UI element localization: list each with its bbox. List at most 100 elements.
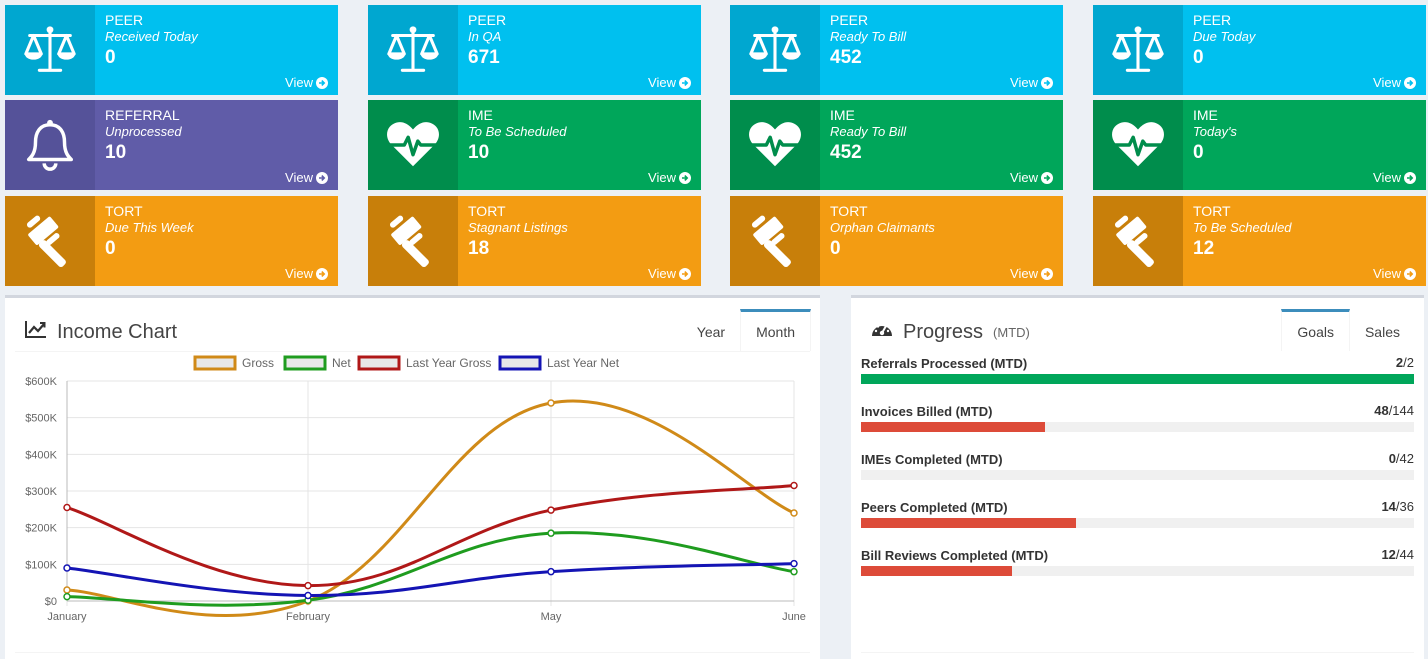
progress-total: /36 <box>1395 499 1414 514</box>
progress-count: 48/144 <box>1374 403 1414 418</box>
view-link-label: View <box>1010 75 1038 90</box>
progress-item: Invoices Billed (MTD) 48/144 <box>861 403 1414 443</box>
view-link-label: View <box>648 266 676 281</box>
data-point <box>790 567 798 576</box>
progress-bar <box>861 374 1414 384</box>
info-box-ime-ready-to-bill: IME Ready To Bill 452 View <box>730 100 1063 190</box>
dashboard-icon <box>871 320 893 344</box>
view-link[interactable]: View <box>1373 170 1416 185</box>
info-box-category: TORT <box>1193 203 1231 219</box>
info-box-subtitle: Due Today <box>1193 29 1256 44</box>
tab-sales[interactable]: Sales <box>1364 324 1400 340</box>
income-chart-title: Income Chart <box>25 320 177 344</box>
info-box-count: 12 <box>1193 238 1215 259</box>
progress-label: Referrals Processed (MTD) <box>861 356 1028 371</box>
view-link[interactable]: View <box>1010 75 1053 90</box>
series-line-net <box>66 531 795 607</box>
view-link-label: View <box>1373 266 1401 281</box>
info-box-referral-unprocessed: REFERRAL Unprocessed 10 View <box>5 100 338 190</box>
info-box-count: 0 <box>1193 47 1204 68</box>
progress-done: 14 <box>1381 499 1396 514</box>
progress-item: IMEs Completed (MTD) 0/42 <box>861 451 1414 491</box>
progress-label: Invoices Billed (MTD) <box>861 404 993 419</box>
tab-goals[interactable]: Goals <box>1281 309 1350 351</box>
progress-done: 0 <box>1388 451 1396 466</box>
progress-count: 0/42 <box>1389 451 1414 466</box>
progress-title: Progress (MTD) <box>871 320 1030 344</box>
info-box-peer-in-qa: PEER In QA 671 View <box>368 5 701 95</box>
income-chart-panel: Income Chart Year Month $0 $100K $200K $300… <box>5 295 820 659</box>
y-tick-label: $400K <box>25 449 57 461</box>
view-link[interactable]: View <box>648 75 691 90</box>
info-box-peer-ready-to-bill: PEER Ready To Bill 452 View <box>730 5 1063 95</box>
info-box-subtitle: Received Today <box>105 29 198 44</box>
progress-total: /42 <box>1395 451 1414 466</box>
arrow-circle-right-icon <box>679 76 691 89</box>
info-box-category: TORT <box>105 203 143 219</box>
view-link[interactable]: View <box>285 266 328 281</box>
info-box-count: 452 <box>830 47 862 68</box>
arrow-circle-right-icon <box>316 267 328 280</box>
view-link[interactable]: View <box>1373 266 1416 281</box>
arrow-circle-right-icon <box>316 76 328 89</box>
info-box-subtitle: Unprocessed <box>105 124 182 139</box>
info-box-count: 0 <box>1193 142 1204 163</box>
info-box-category: PEER <box>830 12 869 28</box>
progress-label: Peers Completed (MTD) <box>861 500 1008 515</box>
y-tick-label: $500K <box>25 413 57 425</box>
legend-swatch <box>283 355 327 371</box>
view-link-label: View <box>1373 75 1401 90</box>
progress-done: 2 <box>1395 355 1404 370</box>
gavel-icon <box>368 196 458 286</box>
tab-month[interactable]: Month <box>740 309 811 351</box>
info-box-count: 18 <box>468 238 490 259</box>
info-box-count: 0 <box>105 47 116 68</box>
data-point <box>790 559 798 568</box>
view-link-label: View <box>1010 266 1038 281</box>
progress-bar <box>861 566 1414 576</box>
view-link[interactable]: View <box>648 266 691 281</box>
view-link-label: View <box>648 75 676 90</box>
view-link-label: View <box>648 170 676 185</box>
legend-label: Gross <box>242 356 274 370</box>
view-link-label: View <box>285 170 313 185</box>
view-link[interactable]: View <box>285 170 328 185</box>
view-link-label: View <box>1373 170 1401 185</box>
info-box-category: TORT <box>830 203 868 219</box>
heartbeat-icon <box>368 100 458 190</box>
view-link[interactable]: View <box>1373 75 1416 90</box>
progress-bar <box>861 470 1414 480</box>
progress-subtitle: (MTD) <box>993 324 1030 340</box>
y-tick-label: $100K <box>25 559 57 571</box>
progress-total: /44 <box>1395 547 1414 562</box>
gavel-icon <box>730 196 820 286</box>
info-box-category: PEER <box>1193 12 1232 28</box>
progress-total: /144 <box>1388 403 1414 418</box>
view-link[interactable]: View <box>285 75 328 90</box>
data-point <box>547 399 555 407</box>
info-box-subtitle: Due This Week <box>105 220 194 235</box>
info-box-count: 0 <box>830 238 841 259</box>
view-link-label: View <box>1010 170 1038 185</box>
heartbeat-icon <box>730 100 820 190</box>
view-link[interactable]: View <box>648 170 691 185</box>
tab-year[interactable]: Year <box>696 324 726 340</box>
progress-heading: Progress <box>903 320 984 343</box>
legend-label: Net <box>332 356 351 370</box>
line-chart-icon <box>25 320 47 344</box>
info-box-subtitle: Today's <box>1193 124 1237 139</box>
progress-count: 14/36 <box>1381 499 1414 514</box>
info-box-subtitle: Stagnant Listings <box>468 220 568 235</box>
progress-total: /2 <box>1403 355 1414 370</box>
info-box-ime-today-s: IME Today's 0 View <box>1093 100 1426 190</box>
progress-label: IMEs Completed (MTD) <box>861 452 1003 467</box>
view-link[interactable]: View <box>1010 266 1053 281</box>
data-point <box>547 567 555 576</box>
info-box-category: IME <box>468 107 493 123</box>
info-box-count: 671 <box>468 47 500 68</box>
x-tick-label: May <box>541 611 562 623</box>
info-box-subtitle: Ready To Bill <box>830 29 907 44</box>
income-line-chart: $0 $100K $200K $300K $400K $500K $600K January F… <box>25 355 806 623</box>
progress-bar-fill <box>861 566 1012 576</box>
view-link[interactable]: View <box>1010 170 1053 185</box>
